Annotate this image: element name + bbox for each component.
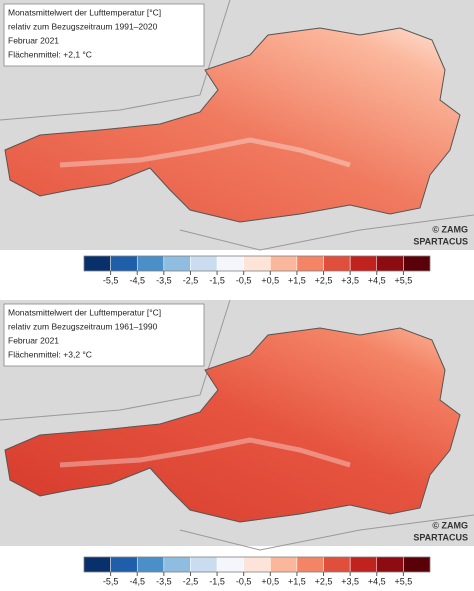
legend-label: -2,5 bbox=[183, 275, 199, 285]
map-panel: Monatsmittelwert der Lufttemperatur [°C]… bbox=[0, 299, 474, 551]
info-line: Flächenmittel: +3,2 °C bbox=[8, 349, 92, 359]
legend-swatch bbox=[270, 255, 298, 272]
legend-swatch bbox=[190, 255, 218, 272]
legend-swatch bbox=[376, 255, 404, 272]
info-line: Februar 2021 bbox=[8, 35, 59, 45]
legend-swatch bbox=[83, 255, 111, 272]
legend-swatch bbox=[136, 556, 165, 573]
legend-label: +3,5 bbox=[341, 275, 359, 285]
info-box: Monatsmittelwert der Lufttemperatur [°C]… bbox=[3, 3, 205, 67]
legend-label: -3,5 bbox=[156, 576, 172, 586]
legend: -5,5 -4,5 -3,5 -2,5 -1,5 -0,5 +0,5 +1,5 +2,5 +3,5… bbox=[83, 255, 431, 285]
legend-label: -0,5 bbox=[236, 275, 252, 285]
info-background bbox=[3, 303, 205, 367]
alps bbox=[59, 437, 351, 468]
legend-swatch bbox=[323, 255, 351, 272]
legend-label: +2,5 bbox=[315, 576, 333, 586]
credit: SPARTACUS bbox=[413, 532, 468, 542]
legend-swatch bbox=[163, 255, 191, 272]
legend-swatch bbox=[296, 255, 324, 272]
legend-label: -0,5 bbox=[236, 576, 252, 586]
legend-swatch bbox=[349, 556, 378, 573]
map-panel: Monatsmittelwert der Lufttemperatur [°C]… bbox=[0, 0, 474, 251]
legend-label: -2,5 bbox=[183, 576, 199, 586]
legend-label: -5,5 bbox=[103, 275, 119, 285]
legend-label: +0,5 bbox=[261, 576, 279, 586]
credit: © ZAMG bbox=[432, 520, 468, 530]
border bbox=[179, 514, 474, 551]
border bbox=[179, 214, 474, 251]
legend-label: -3,5 bbox=[156, 275, 172, 285]
credit: © ZAMG bbox=[432, 224, 468, 234]
legend-swatch bbox=[376, 556, 404, 573]
legend-swatch bbox=[243, 556, 271, 573]
legend-swatch bbox=[403, 556, 431, 573]
alps bbox=[59, 137, 351, 168]
legend-swatch bbox=[296, 556, 324, 573]
info-line: relativ zum Bezugszeitraum 1961–1990 bbox=[8, 321, 158, 331]
legend-label: -1,5 bbox=[209, 275, 225, 285]
legend-swatch bbox=[243, 255, 271, 272]
info-background bbox=[3, 3, 205, 67]
austria bbox=[4, 327, 461, 523]
austria bbox=[4, 27, 461, 223]
legend-swatch bbox=[110, 255, 138, 272]
info-line: Februar 2021 bbox=[8, 335, 59, 345]
legend-swatch bbox=[110, 556, 138, 573]
legend: -5,5 -4,5 -3,5 -2,5 -1,5 -0,5 +0,5 +1,5 +2,5 +3,5… bbox=[83, 556, 431, 586]
border bbox=[0, 0, 231, 121]
legend-label: +1,5 bbox=[288, 576, 306, 586]
legend-label: -4,5 bbox=[129, 576, 145, 586]
legend-swatch bbox=[349, 255, 378, 272]
legend-label: +2,5 bbox=[315, 275, 333, 285]
legend-swatch bbox=[403, 255, 431, 272]
border bbox=[0, 299, 231, 421]
legend-label: +1,5 bbox=[288, 275, 306, 285]
legend-swatch bbox=[216, 556, 244, 573]
credit: SPARTACUS bbox=[413, 236, 468, 246]
legend-label: +5,5 bbox=[394, 275, 412, 285]
legend-frame bbox=[83, 255, 431, 272]
legend-swatch bbox=[323, 556, 351, 573]
legend-label: +4,5 bbox=[368, 576, 386, 586]
info-line: Flächenmittel: +2,1 °C bbox=[8, 49, 92, 59]
legend-swatch bbox=[270, 556, 298, 573]
legend-label: -5,5 bbox=[103, 576, 119, 586]
info-line: Monatsmittelwert der Lufttemperatur [°C] bbox=[8, 307, 161, 317]
info-line: relativ zum Bezugszeitraum 1991–2020 bbox=[8, 21, 158, 31]
legend-swatch bbox=[136, 255, 165, 272]
legend-swatch bbox=[83, 556, 111, 573]
legend-swatch bbox=[216, 255, 244, 272]
legend-swatch bbox=[190, 556, 218, 573]
info-box: Monatsmittelwert der Lufttemperatur [°C]… bbox=[3, 303, 205, 367]
legend-label: -4,5 bbox=[129, 275, 145, 285]
legend-label: +0,5 bbox=[261, 275, 279, 285]
legend-label: -1,5 bbox=[209, 576, 225, 586]
info-line: Monatsmittelwert der Lufttemperatur [°C] bbox=[8, 7, 161, 17]
legend-frame bbox=[83, 556, 431, 573]
legend-label: +3,5 bbox=[341, 576, 359, 586]
legend-label: +5,5 bbox=[394, 576, 412, 586]
legend-swatch bbox=[163, 556, 191, 573]
legend-label: +4,5 bbox=[368, 275, 386, 285]
